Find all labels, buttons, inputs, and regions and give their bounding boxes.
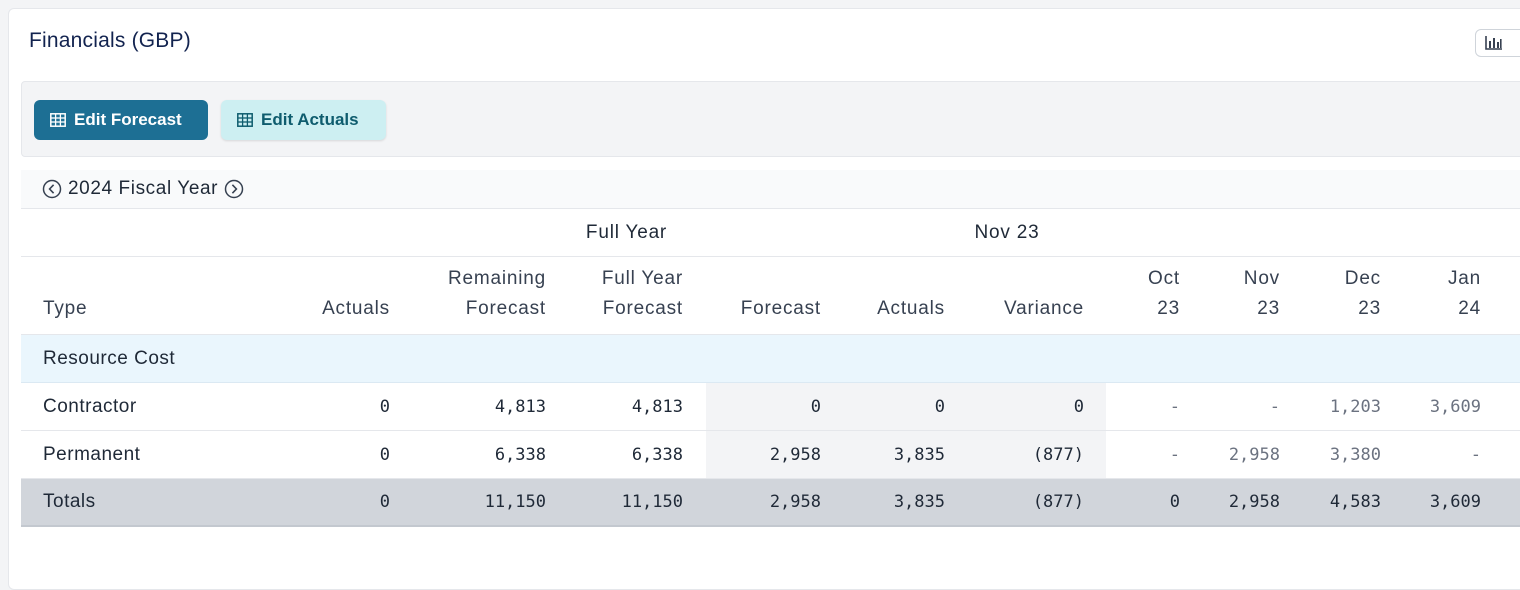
total-dec-23: 4,583 [1329,492,1381,512]
cell-forecast: 0 [810,396,821,417]
cell-full-year-forecast: 4,813 [631,396,683,417]
table-group-header: Full Year Nov 23 [21,208,1520,257]
edit-actuals-label: Edit Actuals [261,110,359,129]
section-label: Resource Cost [43,347,176,369]
cell-oct-23: - [1169,396,1180,417]
fiscal-year-nav: 2024 Fiscal Year [21,170,1520,208]
action-toolbar: Edit Forecast Edit Actuals [21,81,1520,157]
chevron-left-circle-icon[interactable] [42,179,62,199]
cell-jan-24: 3,609 [1429,396,1481,417]
cell-period-actuals: 0 [934,396,945,417]
cell-oct-23: - [1169,444,1180,465]
cell-jan-24: - [1470,444,1481,465]
group-full-year: Full Year [585,221,668,243]
cell-variance: (877) [1032,444,1084,465]
col-variance: Variance [1004,298,1084,319]
cell-dec-23: 3,380 [1329,444,1381,465]
edit-forecast-label: Edit Forecast [74,110,182,129]
table-grid-icon [50,113,66,127]
cell-period-actuals: 3,835 [893,444,945,465]
col-type: Type [43,298,88,319]
chevron-right-circle-icon[interactable] [224,179,244,199]
total-full-year-forecast: 11,150 [621,492,683,512]
period-shade [706,383,1106,430]
cell-variance: 0 [1073,396,1084,417]
col-remaining-forecast: Remaining Forecast [447,268,546,319]
bar-chart-icon [1485,36,1502,50]
cell-dec-23: 1,203 [1329,396,1381,417]
total-period-actuals: 3,835 [893,492,945,512]
total-jan-24: 3,609 [1429,492,1481,512]
table-row: Contractor 0 4,813 4,813 0 0 0 - - 1,203… [21,383,1520,431]
chart-view-button[interactable] [1475,29,1520,57]
cell-remaining-forecast: 6,338 [494,444,546,465]
total-forecast: 2,958 [769,492,821,512]
col-dec-23: Dec 23 [1344,268,1381,319]
col-jan-24: Jan 24 [1447,268,1481,319]
total-variance: (877) [1032,492,1084,512]
table-row: Permanent 0 6,338 6,338 2,958 3,835 (877… [21,431,1520,479]
row-type: Contractor [43,395,137,417]
card-title: Financials (GBP) [29,29,191,52]
table-column-header: Type Actuals Remaining Forecast Full Yea… [21,257,1520,335]
totals-row: Totals 0 11,150 11,150 2,958 3,835 (877)… [21,479,1520,527]
edit-actuals-button[interactable]: Edit Actuals [221,100,386,140]
col-nov-23: Nov 23 [1243,268,1280,319]
total-oct-23: 0 [1169,492,1180,512]
col-oct-23: Oct 23 [1148,268,1180,319]
cell-remaining-forecast: 4,813 [494,396,546,417]
cell-nov-23: - [1269,396,1280,417]
totals-label: Totals [43,491,96,512]
financials-table: Full Year Nov 23 Type Actuals Remaining … [21,208,1520,527]
section-row: Resource Cost [21,335,1520,383]
total-actuals: 0 [379,492,390,512]
col-forecast: Forecast [740,298,821,319]
row-type: Permanent [43,443,141,465]
edit-forecast-button[interactable]: Edit Forecast [34,100,208,140]
cell-actuals: 0 [379,396,390,417]
cell-nov-23: 2,958 [1228,444,1280,465]
col-period-actuals: Actuals [877,298,945,319]
col-full-year-forecast: Full Year Forecast [601,268,683,319]
cell-full-year-forecast: 6,338 [631,444,683,465]
group-period: Nov 23 [974,221,1040,243]
table-grid-icon [237,113,253,127]
cell-actuals: 0 [379,444,390,465]
total-nov-23: 2,958 [1228,492,1280,512]
period-shade [706,431,1106,478]
col-actuals: Actuals [322,298,390,319]
fiscal-year-label: 2024 Fiscal Year [68,178,219,199]
total-remaining-forecast: 11,150 [484,492,546,512]
cell-forecast: 2,958 [769,444,821,465]
